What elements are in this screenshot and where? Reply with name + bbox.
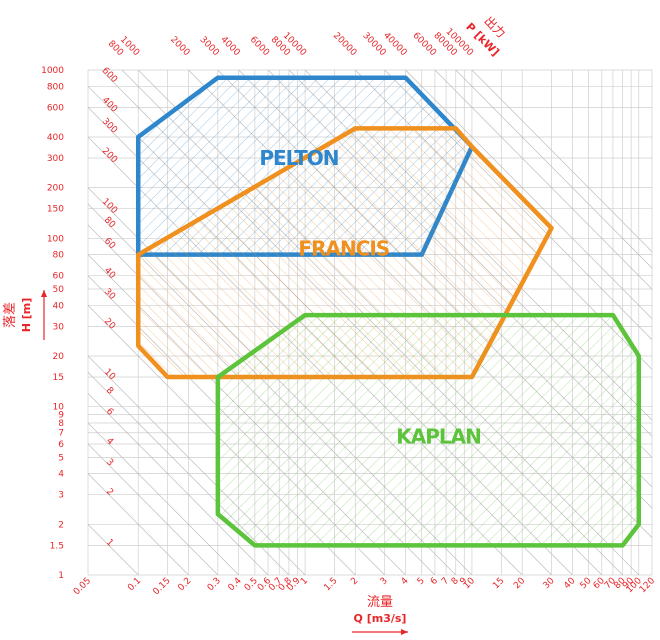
x-tick-label: 4 <box>400 576 411 587</box>
y-tick-label: 8 <box>58 419 64 429</box>
power-label: 20000 <box>331 31 359 59</box>
power-label: 3000 <box>198 35 221 58</box>
power-label: 20 <box>102 316 117 331</box>
y-tick-label: 150 <box>47 205 64 215</box>
x-tick-label: 8 <box>450 576 461 587</box>
y-arrow-head <box>41 290 47 297</box>
x-tick-label: 0.05 <box>72 576 93 597</box>
x-label: Q [m3/s] <box>354 612 407 625</box>
x-tick-label: 7 <box>440 576 451 587</box>
x-tick-label: 5 <box>416 576 427 587</box>
power-label: 2 <box>104 487 115 498</box>
y-tick-label: 200 <box>47 184 64 194</box>
x-tick-label: 15 <box>491 576 506 591</box>
region-label: FRANCIS <box>298 236 389 260</box>
power-line <box>471 70 652 253</box>
x-tick-label: 6 <box>429 576 440 587</box>
power-line <box>88 443 219 575</box>
y-tick-label: 3 <box>58 491 64 501</box>
x-tick-label: 0.4 <box>227 576 244 593</box>
y-tick-label: 80 <box>53 251 65 261</box>
y-tick-label: 15 <box>53 373 64 383</box>
x-arrow-head <box>401 629 408 635</box>
y-tick-label: 400 <box>47 133 64 143</box>
y-tick-label: 30 <box>53 322 65 332</box>
power-label: 2000 <box>168 35 191 58</box>
power-line <box>405 70 652 320</box>
y-tick-label: 6 <box>58 440 64 450</box>
x-tick-label: 40 <box>562 576 577 591</box>
x-tick-label: 0.2 <box>176 576 193 593</box>
y-tick-label: 7 <box>58 429 64 439</box>
power-line <box>455 70 652 269</box>
power-label: 80 <box>102 215 117 230</box>
power-label: 100 <box>100 197 119 216</box>
power-label: 400 <box>100 95 119 114</box>
x-tick-label: 9 <box>458 576 469 587</box>
power-line <box>88 422 239 575</box>
x-tick-label: 0.15 <box>151 576 172 597</box>
y-tick-label: 20 <box>53 352 65 362</box>
y-tick-label: 40 <box>53 301 65 311</box>
power-label: 40 <box>102 266 117 281</box>
power-label: 6000 <box>248 35 271 58</box>
regions <box>135 75 642 548</box>
y-tick-label: 1000 <box>41 66 64 76</box>
power-label: 1 <box>104 538 115 549</box>
power-label: 200 <box>100 146 119 165</box>
y-tick-label: 2 <box>58 520 64 530</box>
y-tick-label: 800 <box>47 82 64 92</box>
power-label: 4 <box>104 436 115 447</box>
y-label: H [m] <box>20 298 33 333</box>
x-tick-label: 1 <box>299 576 310 587</box>
power-label: 300 <box>100 116 119 135</box>
y-tick-label: 9 <box>58 410 64 420</box>
y-tick-label: 300 <box>47 154 64 164</box>
y-tick-label: 4 <box>58 470 64 480</box>
y-tick-label: 1.5 <box>50 541 64 551</box>
y-tick-label: 600 <box>47 103 64 113</box>
y-tick-label: 1 <box>58 571 64 581</box>
x-tick-label: 1.5 <box>322 576 339 593</box>
region-label: KAPLAN <box>396 425 481 449</box>
y-tick-label: 100 <box>47 234 64 244</box>
y-tick-label: 5 <box>58 453 64 463</box>
power-line <box>88 473 189 575</box>
region <box>215 312 642 548</box>
region-label: PELTON <box>259 146 338 170</box>
power-line <box>434 70 652 290</box>
y-tick-label: 10 <box>53 403 65 413</box>
x-tick-label: 30 <box>541 576 556 591</box>
x-tick-label: 0.3 <box>206 576 223 593</box>
x-title: 流量 <box>367 595 393 610</box>
x-tick-label: 0.1 <box>126 576 143 593</box>
power-label: 10 <box>102 367 117 382</box>
power-line <box>88 392 269 575</box>
x-tick-label: 3 <box>379 576 390 587</box>
power-line <box>88 371 290 575</box>
power-label: 6 <box>104 407 115 418</box>
x-tick-label: 120 <box>638 576 657 595</box>
y-tick-label: 50 <box>53 285 65 295</box>
power-label: 4000 <box>218 35 241 58</box>
power-label: 8 <box>104 386 115 397</box>
x-tick-label: 20 <box>512 576 527 591</box>
x-tick-label: 2 <box>349 576 360 587</box>
y-tick-label: 60 <box>53 272 65 282</box>
y-title: 落差 <box>3 302 18 328</box>
power-label: 40000 <box>381 31 409 59</box>
power-label: 3 <box>104 457 115 468</box>
power-label: 600 <box>100 66 119 85</box>
